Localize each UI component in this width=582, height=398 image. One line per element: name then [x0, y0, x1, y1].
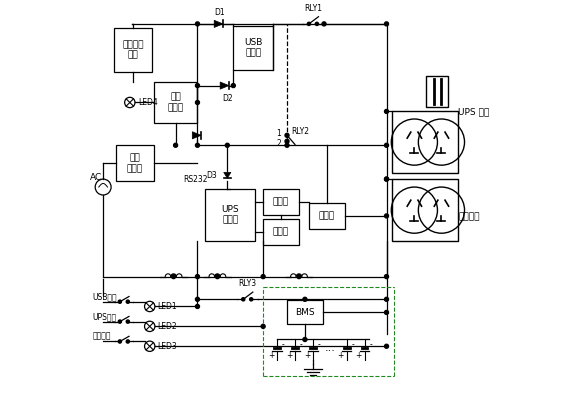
- Circle shape: [385, 344, 389, 348]
- Text: +: +: [356, 351, 362, 360]
- Text: D2: D2: [222, 94, 233, 103]
- Circle shape: [126, 320, 129, 323]
- Bar: [392, 111, 458, 173]
- Bar: [233, 26, 273, 70]
- Text: -: -: [352, 341, 354, 349]
- Text: 市电开关: 市电开关: [93, 332, 111, 341]
- Text: +: +: [286, 351, 292, 360]
- Text: 1: 1: [276, 129, 281, 138]
- Text: LED1: LED1: [158, 302, 178, 311]
- Circle shape: [385, 297, 389, 301]
- Circle shape: [173, 143, 178, 147]
- Circle shape: [196, 143, 200, 147]
- Circle shape: [385, 214, 389, 218]
- Circle shape: [231, 84, 235, 88]
- Text: USB开关: USB开关: [93, 292, 118, 301]
- Circle shape: [196, 100, 200, 105]
- Circle shape: [385, 275, 389, 279]
- Circle shape: [285, 139, 289, 143]
- Text: UPS
控制器: UPS 控制器: [222, 205, 239, 224]
- Circle shape: [303, 297, 307, 301]
- Polygon shape: [214, 20, 223, 27]
- Circle shape: [172, 275, 176, 279]
- Text: RS232: RS232: [183, 176, 208, 184]
- Text: ...: ...: [325, 343, 335, 353]
- Circle shape: [196, 297, 200, 301]
- Text: BMS: BMS: [295, 308, 315, 317]
- Text: UPS开关: UPS开关: [93, 312, 117, 321]
- Circle shape: [126, 300, 129, 303]
- Bar: [205, 189, 255, 241]
- Text: -: -: [300, 341, 302, 349]
- Text: UPS 输出: UPS 输出: [458, 107, 489, 116]
- Bar: [427, 76, 448, 107]
- Circle shape: [385, 177, 389, 181]
- Text: 逆变器: 逆变器: [273, 197, 289, 207]
- Circle shape: [385, 109, 389, 113]
- Text: 触摸感应
单元: 触摸感应 单元: [122, 40, 144, 59]
- Text: 过载
保护器: 过载 保护器: [127, 154, 143, 173]
- Circle shape: [196, 275, 200, 279]
- Bar: [114, 28, 152, 72]
- Circle shape: [322, 22, 326, 26]
- Bar: [154, 82, 197, 123]
- Circle shape: [225, 143, 229, 147]
- Text: LED3: LED3: [158, 342, 178, 351]
- Text: -: -: [318, 341, 320, 349]
- Circle shape: [196, 22, 200, 26]
- Text: LED2: LED2: [158, 322, 178, 331]
- Circle shape: [261, 275, 265, 279]
- Polygon shape: [220, 82, 229, 89]
- Circle shape: [250, 298, 253, 301]
- Circle shape: [242, 298, 245, 301]
- Circle shape: [303, 338, 307, 341]
- Text: -: -: [369, 341, 372, 349]
- Circle shape: [261, 324, 265, 328]
- Text: USB
充电器: USB 充电器: [244, 38, 262, 57]
- Text: AC: AC: [90, 173, 102, 181]
- Polygon shape: [223, 172, 231, 178]
- Text: +: +: [268, 351, 274, 360]
- Bar: [263, 219, 299, 245]
- Text: RLY3: RLY3: [238, 279, 256, 288]
- Circle shape: [285, 143, 289, 147]
- Circle shape: [385, 22, 389, 26]
- Circle shape: [118, 340, 122, 343]
- Text: D3: D3: [207, 172, 217, 180]
- Bar: [116, 145, 154, 181]
- Circle shape: [307, 22, 311, 25]
- Text: 充电器: 充电器: [319, 211, 335, 220]
- Circle shape: [118, 300, 122, 303]
- Bar: [263, 189, 299, 215]
- Text: D1: D1: [214, 8, 225, 17]
- Circle shape: [196, 304, 200, 308]
- Text: 市电输出: 市电输出: [458, 213, 480, 221]
- Text: RLY1: RLY1: [304, 4, 322, 13]
- Text: 2: 2: [276, 139, 281, 148]
- Bar: [392, 179, 458, 241]
- Circle shape: [297, 275, 301, 279]
- Circle shape: [215, 275, 219, 279]
- Text: LED4: LED4: [138, 98, 158, 107]
- Text: RLY2: RLY2: [291, 127, 309, 136]
- Circle shape: [118, 320, 122, 323]
- Circle shape: [315, 22, 318, 25]
- Text: 无线
控制器: 无线 控制器: [168, 93, 184, 112]
- Circle shape: [196, 84, 200, 88]
- Circle shape: [385, 143, 389, 147]
- Text: +: +: [304, 351, 310, 360]
- Bar: [309, 203, 345, 229]
- Circle shape: [285, 133, 289, 137]
- Circle shape: [385, 177, 389, 181]
- Text: -: -: [282, 341, 285, 349]
- Polygon shape: [192, 132, 201, 139]
- Text: 升压器: 升压器: [273, 227, 289, 236]
- Circle shape: [126, 340, 129, 343]
- Bar: [287, 300, 323, 324]
- Text: +: +: [338, 351, 344, 360]
- Circle shape: [385, 310, 389, 314]
